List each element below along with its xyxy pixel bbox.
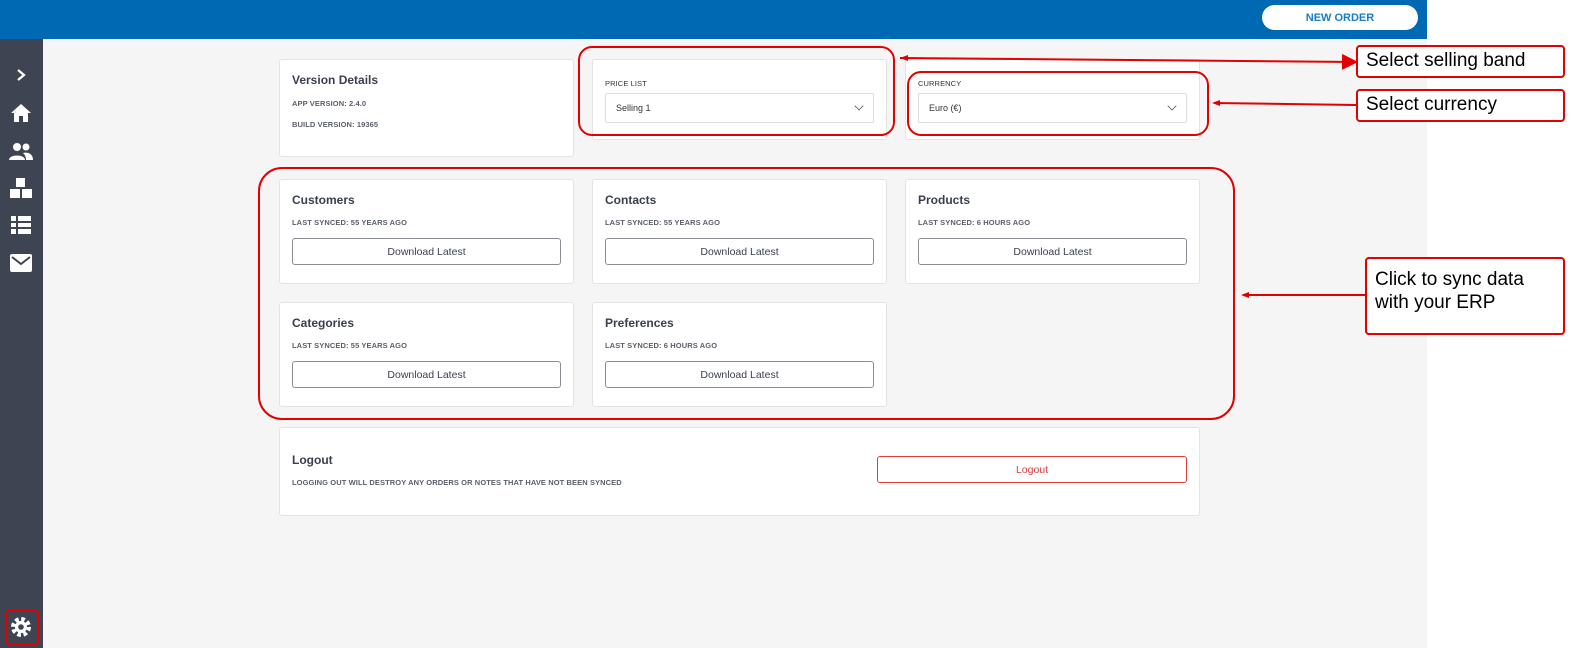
sync-card-contacts: Contacts LAST SYNCED: 55 YEARS AGO Downl…	[592, 179, 887, 284]
chevron-right-icon[interactable]	[9, 63, 33, 87]
sidebar	[0, 39, 43, 648]
sync-card-categories: Categories LAST SYNCED: 55 YEARS AGO Dow…	[279, 302, 574, 407]
sync-title: Categories	[292, 316, 355, 330]
price-list-card: PRICE LIST Selling 1	[592, 59, 887, 140]
settings-gear-icon[interactable]	[9, 615, 33, 639]
settings-highlight	[5, 610, 39, 645]
version-title: Version Details	[292, 73, 379, 87]
arrow-currency	[1213, 102, 1357, 106]
settings-page: Version Details APP VERSION: 2.4.0 BUILD…	[43, 39, 1427, 648]
download-customers-button[interactable]: Download Latest	[292, 238, 561, 265]
build-version: BUILD VERSION: 19365	[292, 120, 379, 129]
currency-select[interactable]: Euro (€)	[918, 93, 1187, 123]
download-contacts-button[interactable]: Download Latest	[605, 238, 874, 265]
logout-button[interactable]: Logout	[877, 456, 1187, 483]
products-icon[interactable]	[9, 176, 33, 200]
price-list-value: Selling 1	[616, 103, 651, 113]
currency-value: Euro (€)	[929, 103, 962, 113]
download-products-button[interactable]: Download Latest	[918, 238, 1187, 265]
currency-label: CURRENCY	[918, 79, 962, 88]
sync-card-preferences: Preferences LAST SYNCED: 6 HOURS AGO Dow…	[592, 302, 887, 407]
currency-highlight	[907, 71, 1209, 136]
sync-card-customers: Customers LAST SYNCED: 55 YEARS AGO Down…	[279, 179, 574, 284]
callout-currency: Select currency	[1356, 89, 1565, 122]
sync-title: Products	[918, 193, 971, 207]
sync-title: Customers	[292, 193, 355, 207]
mail-icon[interactable]	[9, 251, 33, 275]
customers-icon[interactable]	[9, 139, 33, 163]
sync-status: LAST SYNCED: 6 HOURS AGO	[918, 218, 1031, 227]
price-list-highlight	[578, 46, 895, 136]
sync-status: LAST SYNCED: 55 YEARS AGO	[292, 341, 408, 350]
download-categories-button[interactable]: Download Latest	[292, 361, 561, 388]
logout-warning: LOGGING OUT WILL DESTROY ANY ORDERS OR N…	[292, 478, 622, 487]
sync-title: Contacts	[605, 193, 657, 207]
sync-status: LAST SYNCED: 55 YEARS AGO	[292, 218, 408, 227]
logout-card: Logout LOGGING OUT WILL DESTROY ANY ORDE…	[279, 427, 1200, 516]
logout-title: Logout	[292, 453, 333, 467]
sync-status: LAST SYNCED: 55 YEARS AGO	[605, 218, 721, 227]
home-icon[interactable]	[9, 101, 33, 125]
arrow-selling-band	[899, 53, 1358, 70]
callout-sync: Click to sync data with your ERP	[1365, 257, 1565, 335]
callout-selling-band: Select selling band	[1356, 45, 1565, 78]
price-list-select[interactable]: Selling 1	[605, 93, 874, 123]
new-order-button[interactable]: NEW ORDER	[1262, 5, 1418, 30]
sync-title: Preferences	[605, 316, 674, 330]
list-icon[interactable]	[9, 213, 33, 237]
sync-highlight	[258, 167, 1235, 420]
version-card: Version Details APP VERSION: 2.4.0 BUILD…	[279, 59, 574, 157]
top-bar: NEW ORDER	[0, 0, 1427, 39]
app-version: APP VERSION: 2.4.0	[292, 99, 367, 108]
price-list-label: PRICE LIST	[605, 79, 647, 88]
sync-card-products: Products LAST SYNCED: 6 HOURS AGO Downlo…	[905, 179, 1200, 284]
download-preferences-button[interactable]: Download Latest	[605, 361, 874, 388]
sync-status: LAST SYNCED: 6 HOURS AGO	[605, 341, 718, 350]
